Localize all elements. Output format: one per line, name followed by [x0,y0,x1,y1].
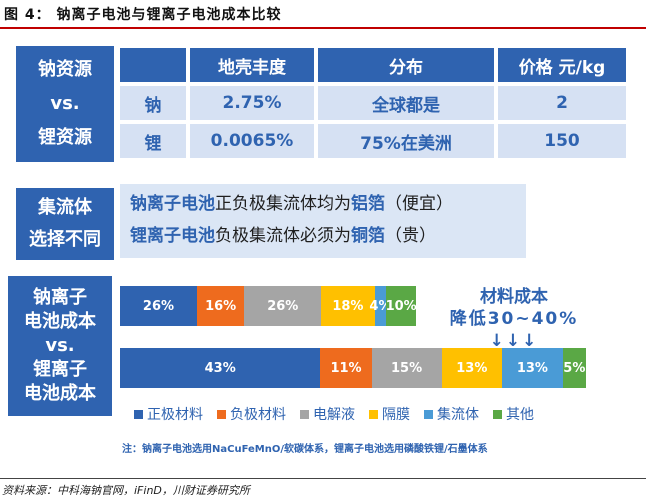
figure-title: 图 4： 钠离子电池与锂离子电池成本比较 [4,7,282,23]
table-cell-price: 150 [498,124,626,158]
resource-compare-label: 钠资源 vs. 锂资源 [16,46,114,162]
legend-item: 电解液 [300,404,355,424]
bar-data-label: 11% [330,360,362,376]
resource-label-line: 锂资源 [38,127,92,148]
legend-label: 其他 [506,407,534,423]
legend-item: 隔膜 [369,404,410,424]
callout-line: 材料成本 [480,287,548,307]
bar-segment-lithium-5: 5% [562,348,586,388]
table-cell-element: 锂 [120,124,186,158]
legend-label: 电解液 [313,407,355,423]
note-material: 铜箔 [351,226,385,246]
collector-note-box: 钠离子电池正负极集流体均为铝箔（便宜） 锂离子电池负极集流体必须为铜箔（贵） [120,184,526,258]
bar-data-label: 26% [267,298,299,314]
legend-item: 正极材料 [134,404,203,424]
cost-label-line: 钠离子 [33,287,87,308]
stacked-bar-lithium: 43% 11% 15% 13% 13% 5% [120,348,586,388]
bar-segment-lithium-2: 15% [371,348,442,388]
resource-label-line: 钠资源 [38,59,92,80]
bar-segment-sodium-1: 16% [196,286,245,326]
bar-data-label: 26% [142,298,175,314]
bar-segment-sodium-5: 10% [385,286,417,326]
bar-data-label: 13% [516,360,548,376]
callout-line: 降低30~40% ↓↓↓ [449,309,579,351]
note-text: 正负极集流体均为 [215,194,351,214]
legend-item: 负极材料 [217,404,286,424]
bar-data-label: 15% [391,360,423,376]
table-header-price: 价格 元/kg [498,48,626,82]
legend-swatch [217,409,226,419]
cost-label-line: 电池成本 [24,383,96,404]
bar-segment-lithium-3: 13% [441,348,503,388]
resource-label-line: vs. [50,93,80,114]
cost-compare-label: 钠离子 电池成本 vs. 锂离子 电池成本 [8,276,112,416]
bar-segment-sodium-4: 4% [369,286,391,326]
legend-swatch [424,409,433,419]
collector-label: 集流体 选择不同 [16,188,114,260]
table-cell-abundance: 2.75% [190,86,314,120]
title-rule [0,27,646,29]
bar-data-label: 4% [369,298,392,314]
collector-note-lithium: 锂离子电池负极集流体必须为铜箔（贵） [130,220,516,252]
legend-label: 负极材料 [230,407,286,423]
table-header-distribution: 分布 [318,48,494,82]
bar-segment-sodium-0: 26% [120,286,197,326]
cost-label-line: 锂离子 [33,359,87,380]
bar-segment-lithium-0: 43% [120,348,321,388]
table-cell-abundance: 0.0065% [190,124,314,158]
note-text: 负极集流体必须为 [215,226,351,246]
collector-note-sodium: 钠离子电池正负极集流体均为铝箔（便宜） [130,188,516,220]
source-note: 资料来源：中科海钠官网，iFinD，川财证券研究所 [2,484,250,497]
bar-data-label: 5% [563,360,586,376]
cost-callout: 材料成本 降低30~40% ↓↓↓ [424,286,604,352]
bar-segment-lithium-1: 11% [320,348,372,388]
cost-label-line: vs. [45,335,75,356]
legend-swatch [369,409,378,419]
chart-footnote: 注：钠离子电池选用NaCuFeMnO/软碳体系，锂离子电池选用磷酸铁锂/石墨体系 [122,444,488,455]
stacked-bar-sodium: 26% 16% 26% 18% 4% 10% [120,286,417,326]
note-subject: 锂离子电池 [130,226,215,246]
chart-legend: 正极材料 负极材料 电解液 隔膜 集流体 其他 [134,404,534,424]
table-cell-distribution: 75%在美洲 [318,124,494,158]
bar-data-label: 43% [204,360,236,376]
collector-label-line: 选择不同 [29,229,101,250]
bar-segment-sodium-3: 18% [321,286,375,326]
legend-label: 隔膜 [382,407,410,423]
legend-label: 正极材料 [147,407,203,423]
cost-label-line: 电池成本 [24,311,96,332]
legend-label: 集流体 [437,407,479,423]
bar-data-label: 18% [332,298,364,314]
table-header-abundance: 地壳丰度 [190,48,314,82]
table-cell-distribution: 全球都是 [318,86,494,120]
note-tail: （便宜） [385,194,453,214]
bar-data-label: 13% [456,360,488,376]
collector-label-line: 集流体 [38,197,92,218]
legend-item: 其他 [493,404,534,424]
bar-segment-sodium-2: 26% [244,286,322,326]
legend-swatch [300,409,309,419]
legend-swatch [493,409,502,419]
table-header-blank [120,48,186,82]
legend-item: 集流体 [424,404,479,424]
bar-data-label: 16% [205,298,237,314]
note-subject: 钠离子电池 [130,194,215,214]
note-material: 铝箔 [351,194,385,214]
bar-data-label: 10% [385,298,417,314]
bottom-rule [0,478,646,479]
table-cell-price: 2 [498,86,626,120]
note-tail: （贵） [385,226,436,246]
legend-swatch [134,409,143,419]
table-cell-element: 钠 [120,86,186,120]
bar-segment-lithium-4: 13% [502,348,563,388]
